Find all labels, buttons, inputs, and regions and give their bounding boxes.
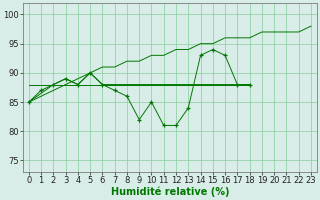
X-axis label: Humidité relative (%): Humidité relative (%)	[111, 187, 229, 197]
